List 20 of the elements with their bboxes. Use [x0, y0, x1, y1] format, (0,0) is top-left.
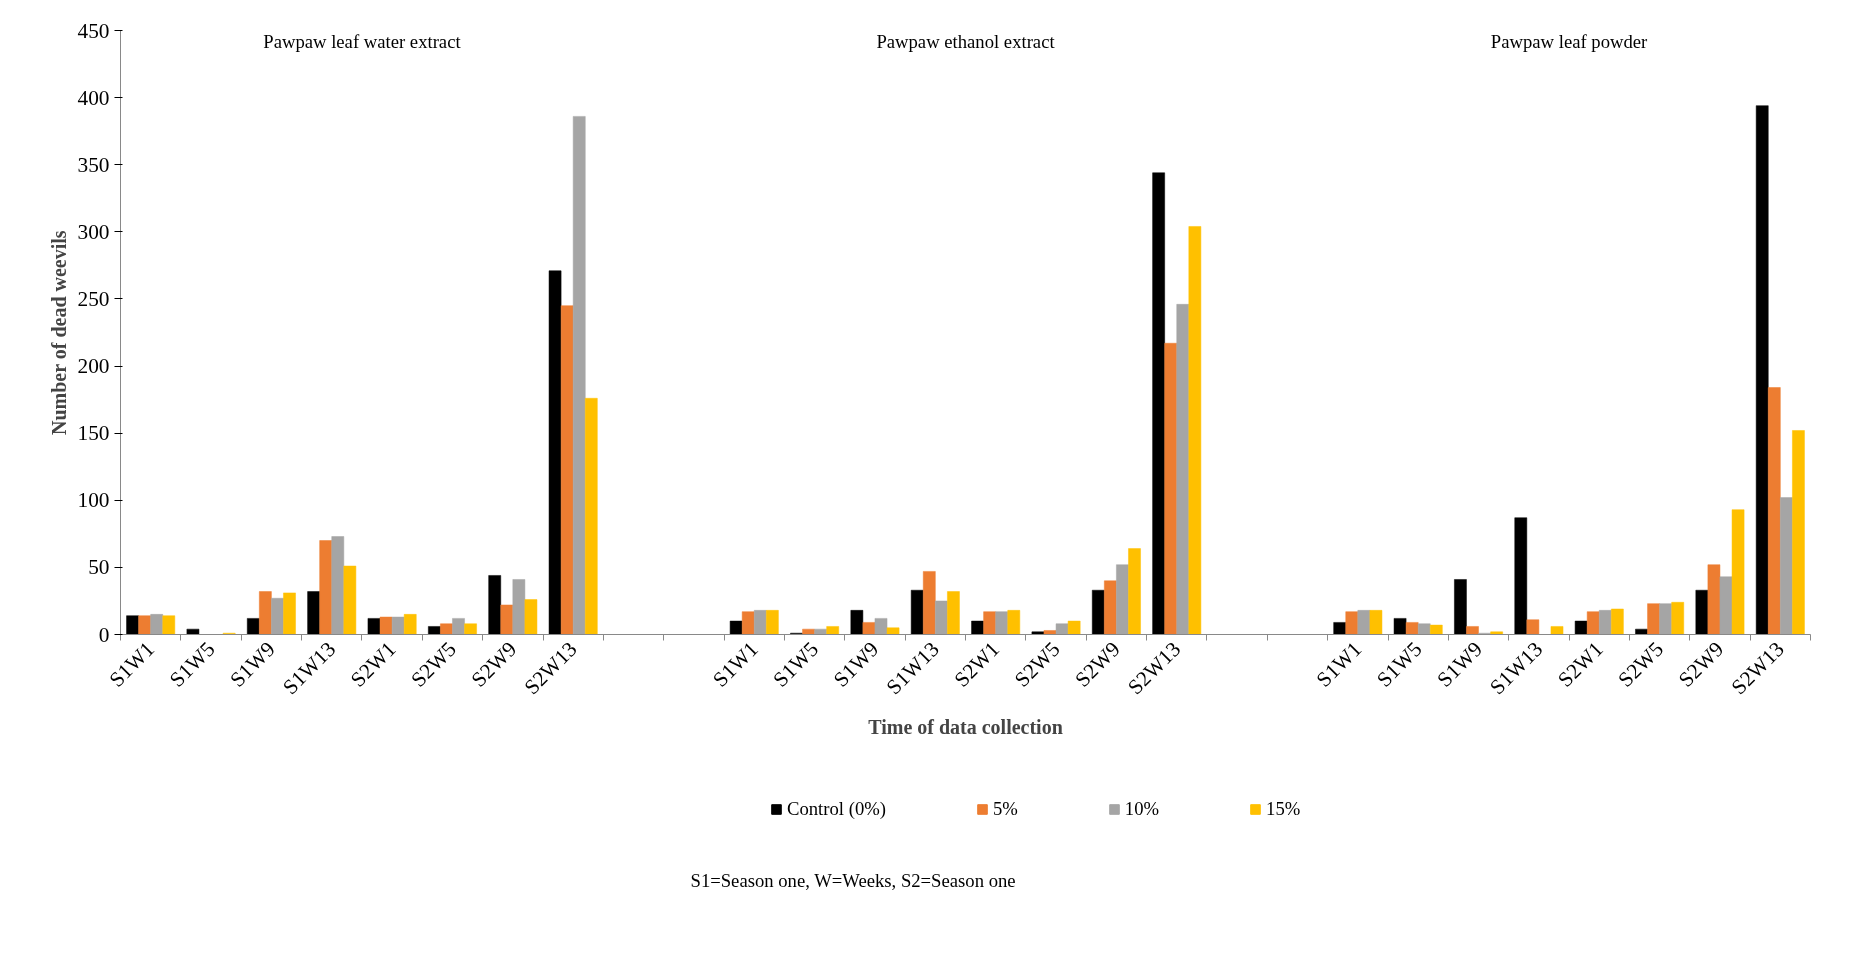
- y-tick-label: 200: [77, 354, 110, 379]
- annotation: Pawpaw leaf powder: [1490, 30, 1649, 52]
- y-tick-label: 50: [88, 555, 110, 580]
- legend-label: 15%: [1266, 798, 1301, 820]
- legend-label: Control (0%): [787, 798, 886, 820]
- legend-label: 5%: [992, 798, 1018, 820]
- y-tick-label: 450: [77, 18, 110, 43]
- y-tick-label: 0: [98, 622, 110, 647]
- y-tick-label: 350: [77, 152, 110, 177]
- annotation: Pawpaw leaf water extract: [263, 30, 462, 52]
- text: S1=Season one, W=Weeks, S2=Season one: [690, 869, 1016, 891]
- legend-label: 10%: [1124, 798, 1160, 820]
- x-axis-title: Time of data collection: [868, 715, 1063, 738]
- y-axis-title: Number of dead weevils: [47, 230, 70, 435]
- y-tick-label: 150: [77, 421, 110, 446]
- y-tick-label: 100: [77, 488, 110, 513]
- y-tick-label: 250: [77, 286, 110, 311]
- y-tick-label: 400: [77, 85, 110, 110]
- y-tick-label: 300: [77, 219, 110, 244]
- annotation: Pawpaw ethanol extract: [876, 30, 1056, 52]
